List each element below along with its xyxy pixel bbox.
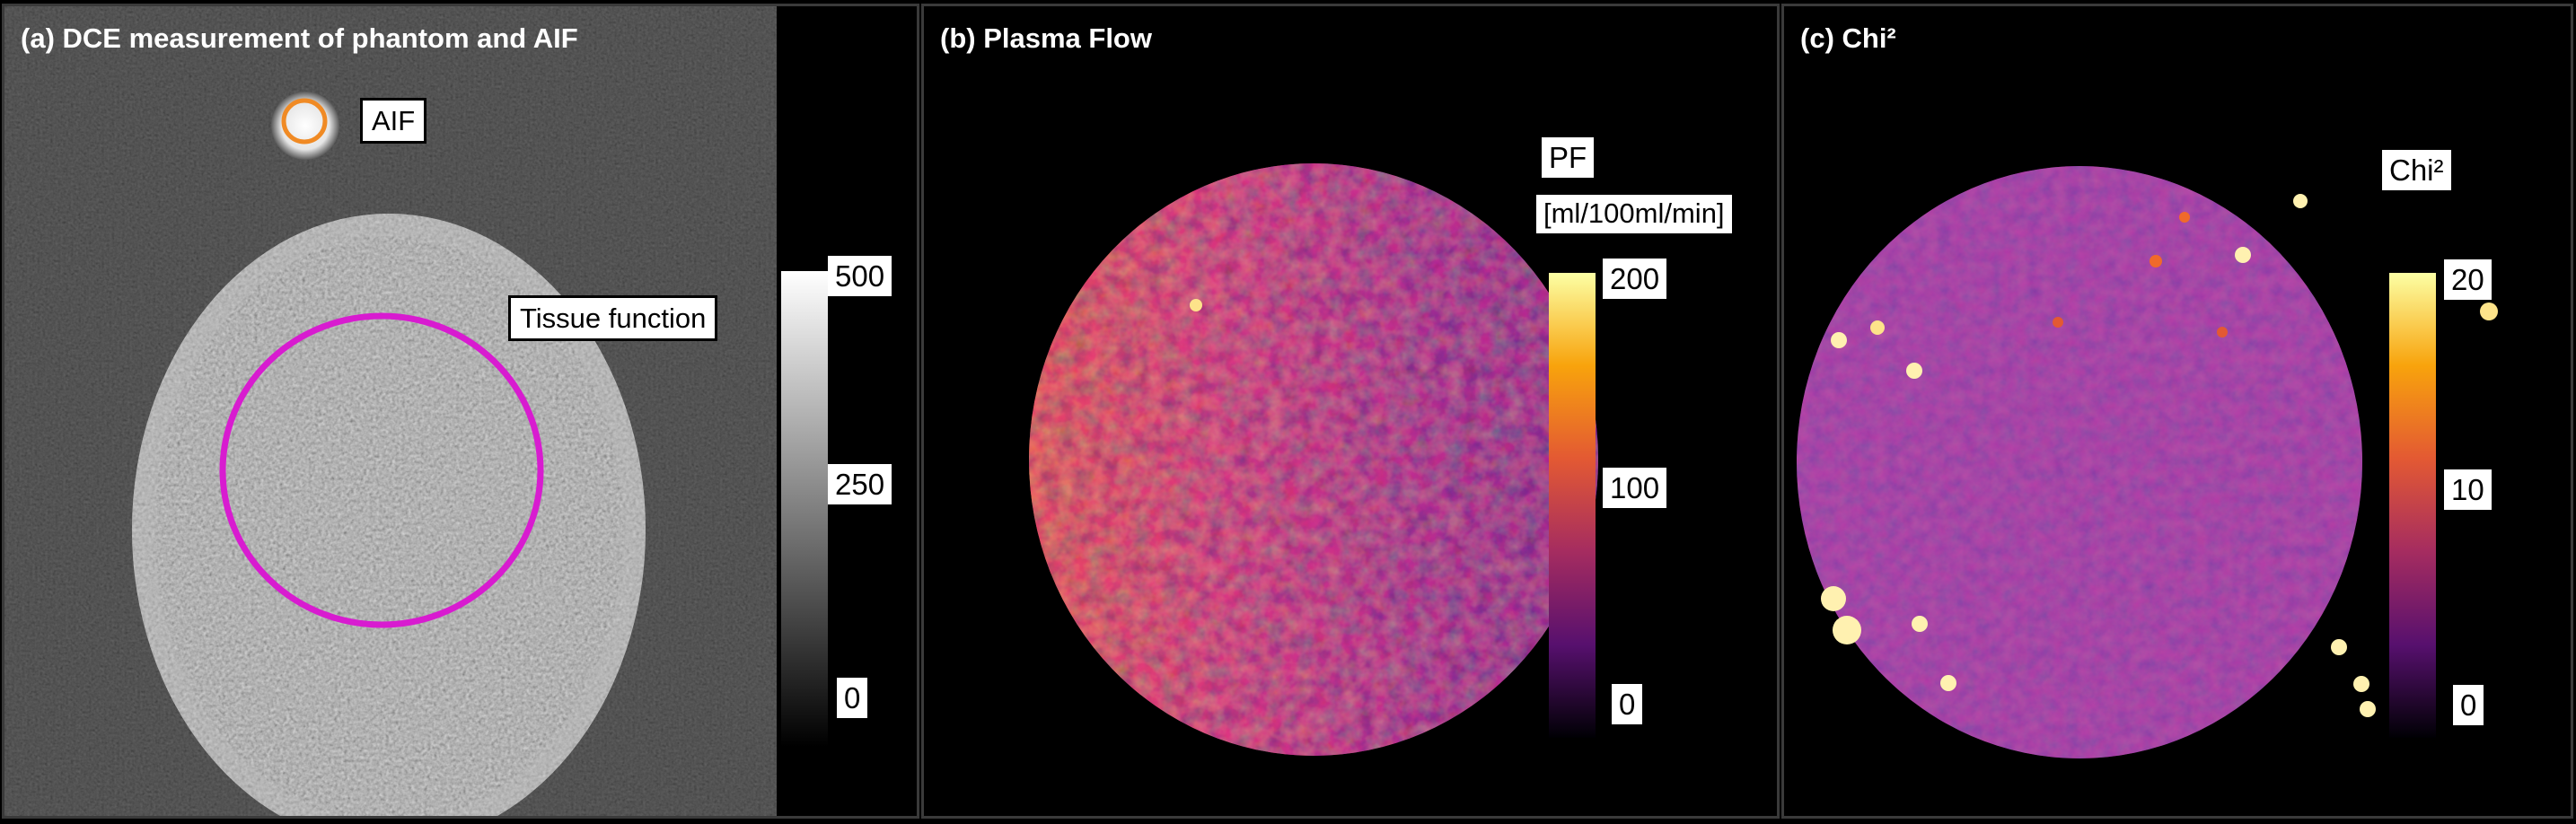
tissue-roi-circle [219, 312, 544, 628]
colorbar-b-tick-max: 200 [1603, 259, 1667, 300]
chi-squared-colorbar [2389, 273, 2436, 738]
colorbar-b-label: PF [1542, 137, 1595, 179]
plasma-flow-map [1029, 163, 1598, 756]
dce-phantom-image [4, 6, 828, 816]
chi-squared-map [1797, 166, 2498, 758]
colorbar-c-tick-mid: 10 [2444, 469, 2492, 511]
colorbar-c-label: Chi² [2382, 150, 2451, 191]
colorbar-c-tick-min: 0 [2453, 685, 2484, 726]
colorbar-c-tick-max: 20 [2444, 259, 2492, 301]
chi-squared-hotspots [1821, 194, 2498, 717]
plasma-flow-colorbar [1549, 273, 1596, 738]
aif-label: AIF [360, 98, 427, 145]
colorbar-b-unit: [ml/100ml/min] [1536, 195, 1732, 233]
colorbar-a-tick-mid: 250 [828, 464, 892, 505]
grayscale-colorbar [781, 271, 828, 747]
tissue-function-label: Tissue function [508, 295, 718, 342]
panel-chi-squared: (c) Chi² Chi² 20 10 0 [1781, 4, 2573, 819]
colorbar-b-tick-min: 0 [1612, 684, 1643, 725]
panel-dce-measurement: (a) DCE measurement of phantom and AIF A… [2, 4, 919, 819]
colorbar-a-tick-max: 500 [828, 256, 892, 297]
colorbar-a-tick-min: 0 [837, 678, 868, 719]
panel-a-title: (a) DCE measurement of phantom and AIF [21, 22, 578, 54]
panel-b-title: (b) Plasma Flow [940, 22, 1152, 54]
panel-c-title: (c) Chi² [1800, 22, 1896, 54]
panel-plasma-flow: (b) Plasma Flow PF [ml/100ml/min] 200 10… [921, 4, 1780, 819]
colorbar-b-tick-mid: 100 [1603, 468, 1667, 509]
aif-roi-circle [281, 98, 328, 145]
